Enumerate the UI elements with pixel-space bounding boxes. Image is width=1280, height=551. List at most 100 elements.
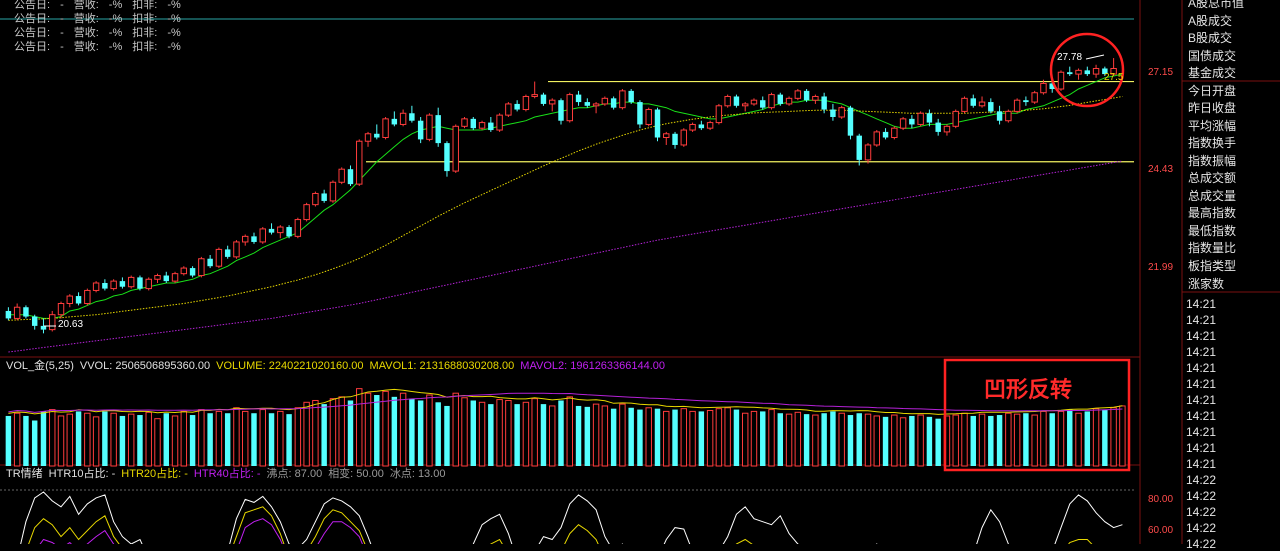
- candle-body-up: [1075, 69, 1082, 75]
- volume-bar-down: [558, 400, 564, 466]
- candle-body-up: [154, 275, 161, 280]
- candle-body-down: [830, 109, 836, 117]
- sidebar-item[interactable]: 总成交额: [1188, 171, 1237, 185]
- volume-bar-up: [1075, 412, 1082, 467]
- revenue-label: 营收:: [73, 13, 99, 25]
- ma-yellow-line: [8, 96, 1123, 321]
- candle-body-up: [329, 181, 337, 202]
- candle-body-down: [40, 325, 47, 330]
- volume-bar-up: [13, 412, 21, 467]
- sidebar-item[interactable]: 基金成交: [1188, 66, 1237, 80]
- candle-body-down: [470, 118, 477, 129]
- candle-body-down: [540, 94, 547, 104]
- sidebar-item[interactable]: A股总市值: [1188, 0, 1245, 10]
- candle-body-down: [268, 228, 275, 233]
- candle-body-up: [873, 131, 880, 146]
- sidebar-item[interactable]: 指数量比: [1188, 241, 1237, 255]
- candle-body-down: [847, 107, 854, 136]
- volume-bar-up: [329, 398, 337, 467]
- candle-body-up: [259, 228, 266, 243]
- volume-bar-down: [821, 413, 827, 466]
- candle-body-down: [488, 122, 494, 131]
- volume-bar-up: [1057, 410, 1065, 467]
- candle-body-up: [549, 99, 556, 105]
- candle-body-up: [724, 95, 731, 107]
- sidebar-item[interactable]: 最低指数: [1188, 224, 1237, 238]
- volume-bar-down: [1049, 413, 1055, 466]
- deduct-label: 扣非:: [132, 0, 158, 11]
- volume-bar-down: [189, 415, 196, 466]
- candle-body-up: [864, 144, 872, 161]
- candle-body-up: [303, 204, 310, 221]
- candle-body-up: [601, 97, 609, 105]
- volume-bar-down: [268, 413, 275, 466]
- highlight-circle: [1049, 32, 1125, 108]
- sidebar-item[interactable]: 涨家数: [1188, 277, 1225, 291]
- volume-bar-down: [391, 396, 398, 466]
- sidebar-item[interactable]: 今日开盘: [1188, 84, 1237, 98]
- volume-bar-down: [374, 395, 380, 466]
- volume-bar-up: [154, 418, 161, 467]
- candle-body-up: [13, 306, 21, 319]
- candle-body-up: [522, 95, 530, 111]
- volume-bar-down: [926, 416, 933, 466]
- sidebar-item[interactable]: 板指类型: [1188, 259, 1237, 273]
- volume-bar-up: [426, 394, 433, 467]
- callout-box: [943, 358, 1131, 472]
- sidebar-item[interactable]: 总成交量: [1188, 189, 1237, 203]
- volume-bar-up: [899, 417, 907, 467]
- volume-bar-up: [233, 407, 240, 467]
- volume-bar-up: [259, 409, 266, 467]
- volume-bar-up: [601, 405, 609, 467]
- sidebar-item[interactable]: 指数换手: [1188, 136, 1237, 150]
- volume-bar-down: [698, 411, 705, 466]
- candle-body-down: [637, 102, 643, 125]
- candle-body-down: [444, 143, 450, 172]
- candle-body-down: [391, 118, 398, 125]
- volume-bar-up: [180, 410, 188, 467]
- volume-bar-down: [435, 402, 441, 466]
- volume-bar-up: [663, 410, 670, 467]
- volume-bar-down: [909, 415, 915, 466]
- announce-label: 公告日:: [14, 27, 51, 39]
- announcement-row: 公告日: - 营收: -% 扣非: -%: [14, 40, 191, 54]
- volume-bar-down: [347, 400, 354, 466]
- time-label: 14:21: [1186, 377, 1217, 391]
- volume-bar-down: [75, 411, 82, 466]
- volume-bar-down: [575, 405, 582, 466]
- volume-bar-up: [277, 410, 284, 467]
- candle-body-up: [785, 97, 793, 105]
- volume-bar-up: [312, 399, 319, 467]
- time-label: 14:21: [1186, 345, 1217, 359]
- htr40-line: [39, 518, 363, 544]
- candle-body-down: [760, 100, 766, 108]
- callout-label: 凹形反转: [984, 378, 1073, 403]
- volume-bar-up: [49, 409, 56, 467]
- sidebar-item[interactable]: 平均涨幅: [1188, 119, 1237, 133]
- candle-body-up: [1013, 99, 1021, 112]
- candle-body-down: [803, 90, 810, 101]
- candle-body-up: [531, 94, 538, 97]
- volume-bar-up: [917, 414, 924, 467]
- volume-bar-up: [741, 412, 749, 467]
- sidebar-item[interactable]: B股成交: [1188, 31, 1233, 45]
- candle-body-down: [926, 113, 933, 123]
- sidebar-item[interactable]: A股成交: [1188, 14, 1233, 28]
- volume-bar-down: [996, 415, 1003, 466]
- sidebar-item[interactable]: 国债成交: [1188, 49, 1237, 63]
- candle-body-up: [294, 219, 302, 237]
- candle-body-down: [584, 102, 591, 106]
- candle-body-up: [715, 105, 723, 124]
- sidebar-item[interactable]: 指数振幅: [1188, 154, 1237, 168]
- announcement-row: 公告日: - 营收: -% 扣非: -%: [14, 0, 191, 12]
- volume-bar-up: [171, 415, 179, 467]
- sidebar-item[interactable]: 最高指数: [1188, 206, 1237, 220]
- candle-body-up: [171, 273, 179, 282]
- time-label: 14:22: [1186, 521, 1217, 535]
- sidebar-item[interactable]: 昨日收盘: [1188, 101, 1237, 115]
- candle-body-up: [838, 107, 845, 118]
- candle-body-up: [452, 125, 459, 172]
- candle-body-up: [1040, 82, 1047, 94]
- volume-indicator-name: VOL_金(5,25): [6, 360, 74, 372]
